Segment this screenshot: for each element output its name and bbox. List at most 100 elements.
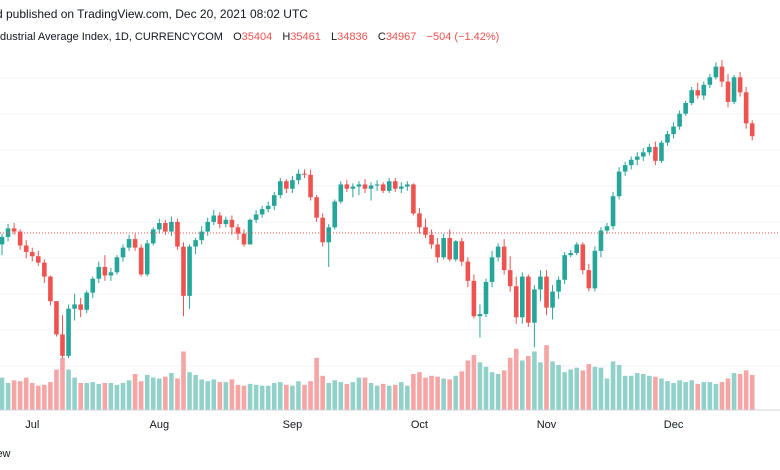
volume-bar <box>386 385 392 410</box>
candle-body <box>586 270 592 289</box>
volume-bar <box>641 374 646 410</box>
candle-body <box>102 266 108 276</box>
candle <box>211 210 217 226</box>
candle <box>290 175 295 193</box>
candle <box>223 216 229 228</box>
candle <box>556 276 561 300</box>
candle <box>362 179 368 193</box>
candle <box>568 249 573 258</box>
header-bar: d published on TradingView.com, Dec 20, … <box>0 0 780 28</box>
candle <box>435 238 440 263</box>
chart-grid <box>0 77 780 367</box>
candle <box>368 182 374 201</box>
volume-bar <box>199 379 204 410</box>
candle-body <box>78 304 83 310</box>
candle <box>689 86 694 106</box>
candle <box>253 210 259 223</box>
volume-bar <box>157 378 162 410</box>
volume-bar <box>23 377 29 410</box>
candle-body <box>683 103 688 114</box>
volume-bar <box>647 375 652 410</box>
candle <box>42 259 47 283</box>
candle-body <box>453 241 459 260</box>
candle <box>66 304 71 358</box>
volume-bar <box>429 375 434 410</box>
volume-bar <box>278 382 283 410</box>
volume-bar <box>302 384 307 410</box>
candle <box>48 275 53 306</box>
candle <box>338 181 344 204</box>
candle-body <box>72 304 77 309</box>
candle-body <box>526 276 531 323</box>
candle <box>659 140 664 163</box>
volume-bar <box>138 381 144 410</box>
candle <box>513 276 519 324</box>
volume-bar <box>392 384 398 410</box>
volume-bar <box>126 380 132 410</box>
change-value: −504 (−1.42%) <box>426 31 500 43</box>
candle <box>284 179 289 193</box>
candle-body <box>695 90 701 96</box>
volume-bar <box>36 385 41 410</box>
candle <box>399 182 404 193</box>
candle-body <box>598 230 604 251</box>
price-chart[interactable]: Jul Aug Sep Oct Nov Dec <box>0 48 780 443</box>
volume-bar <box>187 372 192 410</box>
candle-body <box>429 234 434 245</box>
volume-bar <box>205 381 210 410</box>
candle <box>271 191 277 211</box>
volume-bar <box>659 378 664 410</box>
volume-bar <box>314 357 319 410</box>
volume-bar <box>96 383 102 410</box>
candle <box>737 71 743 97</box>
candle <box>296 169 301 185</box>
volume-bar <box>66 369 71 410</box>
candle <box>72 293 77 321</box>
candle <box>29 247 35 262</box>
candle-body <box>54 301 59 335</box>
volume-bar <box>54 369 59 410</box>
candle-body <box>144 243 150 275</box>
volume-bar <box>671 383 676 410</box>
candle <box>731 75 737 105</box>
candle-body <box>749 123 755 137</box>
candle-body <box>701 84 707 96</box>
candle <box>187 244 192 309</box>
candle <box>616 167 622 200</box>
candle <box>132 233 138 251</box>
candle-body <box>550 291 555 308</box>
candle <box>447 229 452 262</box>
candle <box>580 242 586 275</box>
volume-bar <box>0 377 5 410</box>
candle <box>175 218 180 250</box>
candle <box>683 100 688 116</box>
candle-body <box>459 241 465 262</box>
candle-body <box>544 276 549 308</box>
candle-body <box>465 261 471 281</box>
candle-body <box>671 126 676 135</box>
volume-bar <box>622 375 628 410</box>
candle-body <box>574 244 580 253</box>
candle-body <box>344 184 350 189</box>
candle-body <box>568 253 573 256</box>
candle <box>423 218 428 238</box>
candle <box>483 278 489 318</box>
candle-body <box>610 196 616 227</box>
candle <box>653 141 658 166</box>
time-axis: Jul Aug Sep Oct Nov Dec <box>0 409 780 431</box>
candle <box>411 183 416 216</box>
candle <box>54 301 59 337</box>
candle <box>193 238 198 255</box>
candle-body <box>647 146 652 153</box>
candle <box>150 227 156 246</box>
candle-body <box>163 223 168 232</box>
candle <box>471 274 477 319</box>
volume-bar <box>132 374 138 410</box>
volume-bar <box>338 382 344 410</box>
volume-bar <box>368 383 374 410</box>
candle-body <box>175 221 180 247</box>
volume-bar <box>5 383 11 410</box>
candle <box>60 315 65 358</box>
volume-bar <box>175 378 180 410</box>
candle-body <box>0 236 5 245</box>
